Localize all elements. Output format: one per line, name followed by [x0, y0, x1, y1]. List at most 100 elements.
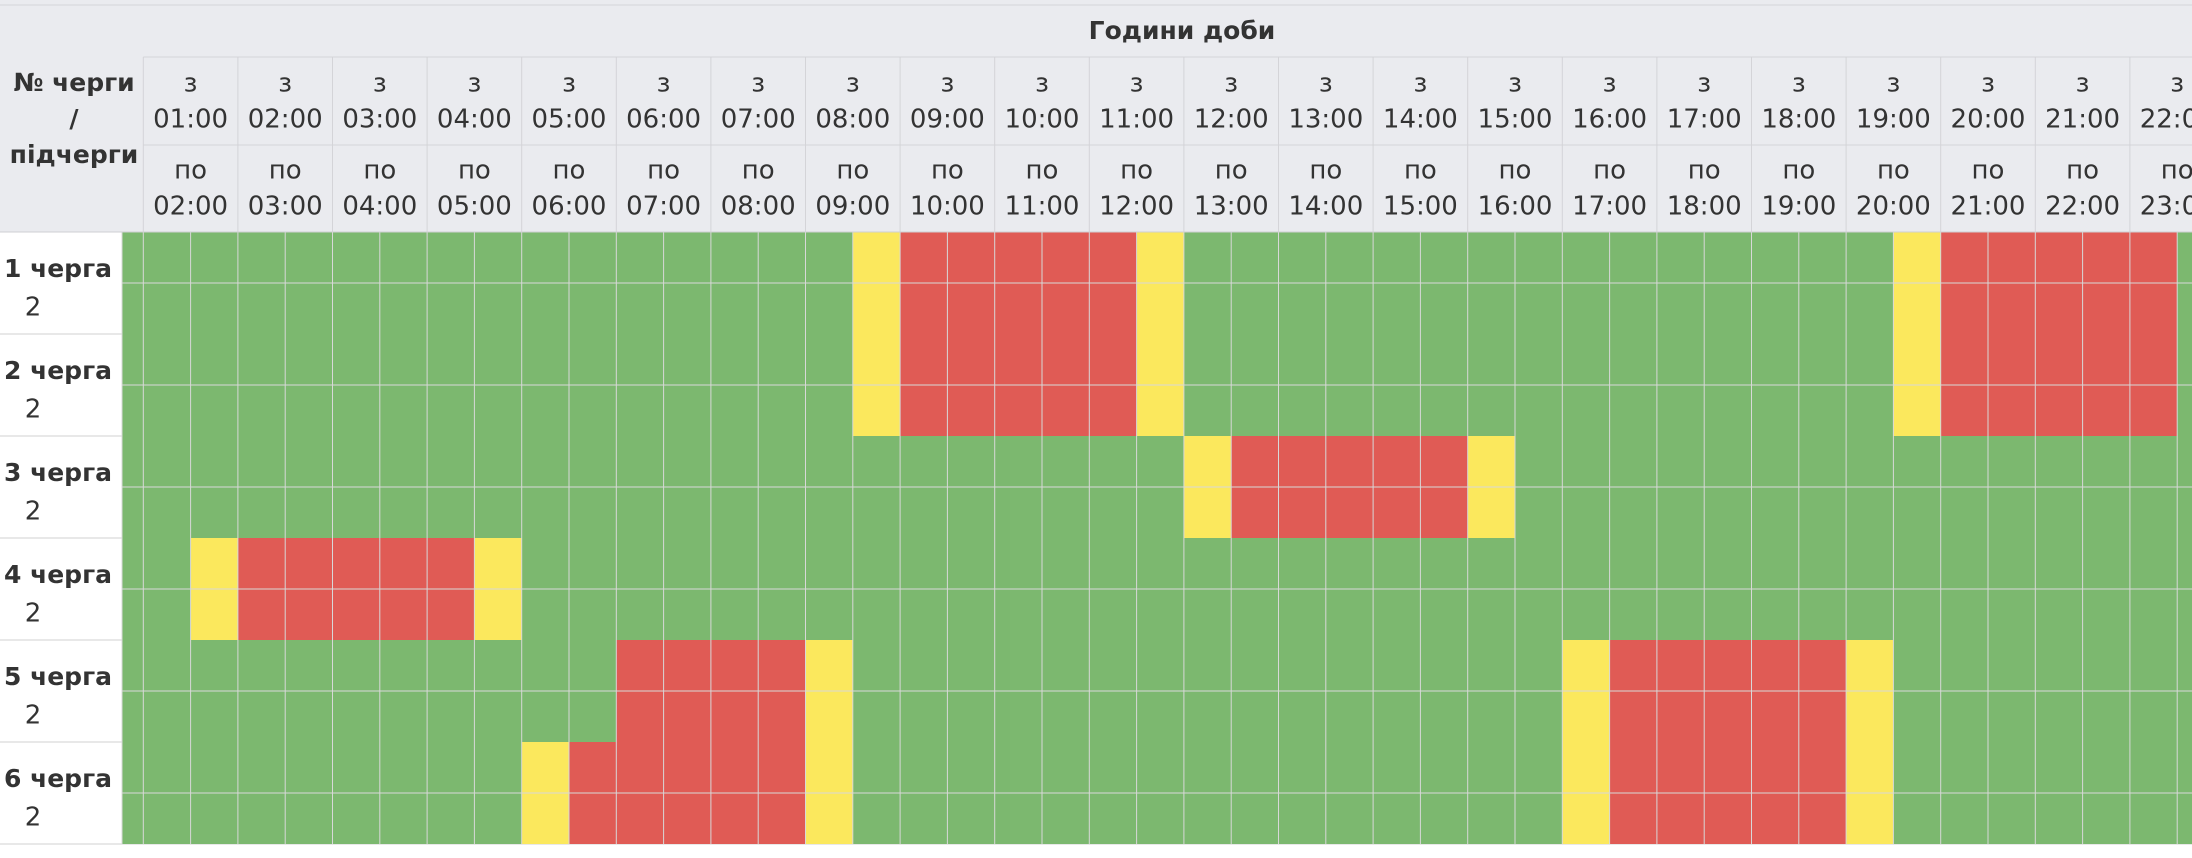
from-prefix: з	[1319, 69, 1333, 99]
from-time: 20:00	[1951, 105, 2026, 135]
to-prefix: по	[1215, 156, 1248, 186]
subqueue-label: 2	[25, 803, 42, 833]
to-time: 22:00	[2045, 192, 2120, 222]
to-time: 23:00	[2140, 192, 2192, 222]
to-prefix: по	[647, 156, 680, 186]
from-prefix: з	[467, 69, 481, 99]
to-time: 14:00	[1288, 192, 1363, 222]
to-prefix: по	[174, 156, 207, 186]
to-prefix: по	[1593, 156, 1626, 186]
from-time: 17:00	[1667, 105, 1742, 135]
header-title: Години доби	[1089, 16, 1276, 45]
to-prefix: по	[458, 156, 491, 186]
to-time: 02:00	[153, 192, 228, 222]
from-time: 01:00	[153, 105, 228, 135]
from-time: 19:00	[1856, 105, 1931, 135]
to-time: 10:00	[910, 192, 985, 222]
to-time: 05:00	[437, 192, 512, 222]
to-time: 18:00	[1667, 192, 1742, 222]
subqueue-label: 2	[25, 293, 42, 323]
from-prefix: з	[1413, 69, 1427, 99]
from-prefix: з	[940, 69, 954, 99]
corner-label: /	[69, 104, 79, 133]
to-time: 15:00	[1383, 192, 1458, 222]
from-time: 12:00	[1194, 105, 1269, 135]
to-prefix: по	[1877, 156, 1910, 186]
corner-label: № черги	[13, 68, 134, 97]
subqueue-label: 2	[25, 497, 42, 527]
from-time: 04:00	[437, 105, 512, 135]
to-time: 16:00	[1478, 192, 1553, 222]
to-time: 09:00	[815, 192, 890, 222]
to-prefix: по	[1309, 156, 1342, 186]
to-time: 13:00	[1194, 192, 1269, 222]
subqueue-label: 2	[25, 701, 42, 731]
to-prefix: по	[1120, 156, 1153, 186]
to-prefix: по	[931, 156, 964, 186]
to-time: 08:00	[721, 192, 796, 222]
from-time: 09:00	[910, 105, 985, 135]
to-time: 03:00	[248, 192, 323, 222]
subqueue-label: 2	[25, 599, 42, 629]
from-prefix: з	[1603, 69, 1617, 99]
from-prefix: з	[1035, 69, 1049, 99]
to-prefix: по	[1499, 156, 1532, 186]
to-prefix: по	[553, 156, 586, 186]
from-time: 13:00	[1288, 105, 1363, 135]
from-prefix: з	[373, 69, 387, 99]
to-time: 19:00	[1761, 192, 1836, 222]
queue-label: 1 черга	[4, 254, 112, 283]
queue-label: 4 черга	[4, 560, 112, 589]
from-prefix: з	[2170, 69, 2184, 99]
queue-label: 2 черга	[4, 356, 112, 385]
from-time: 22:00	[2140, 105, 2192, 135]
to-prefix: по	[1688, 156, 1721, 186]
from-prefix: з	[184, 69, 198, 99]
header-bg	[0, 0, 2192, 232]
from-prefix: з	[278, 69, 292, 99]
to-time: 21:00	[1951, 192, 2026, 222]
subqueue-label: 2	[25, 395, 42, 425]
from-time: 11:00	[1099, 105, 1174, 135]
from-time: 18:00	[1761, 105, 1836, 135]
from-prefix: з	[1130, 69, 1144, 99]
queue-label: 6 черга	[4, 764, 112, 793]
to-time: 20:00	[1856, 192, 1931, 222]
to-time: 04:00	[342, 192, 417, 222]
to-prefix: по	[1404, 156, 1437, 186]
from-prefix: з	[2076, 69, 2090, 99]
to-time: 11:00	[1005, 192, 1080, 222]
to-prefix: по	[1972, 156, 2005, 186]
to-time: 12:00	[1099, 192, 1174, 222]
to-prefix: по	[1782, 156, 1815, 186]
from-prefix: з	[1224, 69, 1238, 99]
from-time: 06:00	[626, 105, 701, 135]
from-prefix: з	[1508, 69, 1522, 99]
from-prefix: з	[1697, 69, 1711, 99]
from-time: 10:00	[1005, 105, 1080, 135]
from-prefix: з	[1792, 69, 1806, 99]
to-prefix: по	[2066, 156, 2099, 186]
to-prefix: по	[1026, 156, 1059, 186]
to-prefix: по	[836, 156, 869, 186]
from-time: 03:00	[342, 105, 417, 135]
from-prefix: з	[751, 69, 765, 99]
from-prefix: з	[846, 69, 860, 99]
from-time: 16:00	[1572, 105, 1647, 135]
to-time: 07:00	[626, 192, 701, 222]
from-prefix: з	[1886, 69, 1900, 99]
from-time: 07:00	[721, 105, 796, 135]
to-prefix: по	[742, 156, 775, 186]
from-prefix: з	[657, 69, 671, 99]
from-time: 08:00	[815, 105, 890, 135]
from-prefix: з	[562, 69, 576, 99]
to-time: 06:00	[532, 192, 607, 222]
queue-label: 5 черга	[4, 662, 112, 691]
from-time: 14:00	[1383, 105, 1458, 135]
to-time: 17:00	[1572, 192, 1647, 222]
from-time: 15:00	[1478, 105, 1553, 135]
from-time: 21:00	[2045, 105, 2120, 135]
corner-label: підчерги	[10, 140, 139, 169]
to-prefix: по	[2161, 156, 2192, 186]
